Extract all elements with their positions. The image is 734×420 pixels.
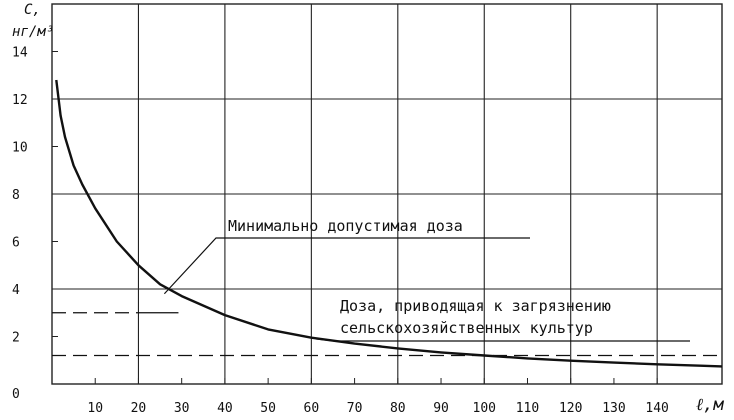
grid (51, 3, 723, 385)
x-tick-label-80: 80 (390, 401, 406, 416)
x-tick-label-30: 30 (174, 401, 190, 416)
y-tick-label-0: 0 (12, 387, 20, 402)
x-tick-label-20: 20 (131, 401, 147, 416)
y-tick-label-2: 2 (12, 331, 20, 346)
x-tick-label-130: 130 (602, 401, 625, 416)
y-axis-label: С, (24, 2, 41, 18)
x-tick-label-60: 60 (304, 401, 320, 416)
annotation-leader-min-dose (163, 237, 530, 295)
y-tick-label-12: 12 (12, 93, 28, 108)
x-tick-label-140: 140 (645, 401, 668, 416)
x-tick-label-90: 90 (433, 401, 449, 416)
y-tick-label-8: 8 (12, 188, 20, 203)
x-axis-label: ℓ,м (696, 395, 724, 415)
x-tick-label-110: 110 (516, 401, 539, 416)
tick-labels: 10 20 30 40 50 60 70 80 90 100 110 120 130 140 0 2 4 6 8 10… (12, 46, 669, 417)
y-tick-label-6: 6 (12, 236, 20, 251)
x-tick-label-120: 120 (559, 401, 582, 416)
annotations: Минимально допустимая доза Доза, приводя… (138, 217, 690, 342)
annotation-leader-crop-dose (315, 338, 690, 342)
y-tick-label-14: 14 (12, 46, 28, 61)
x-tick-label-40: 40 (217, 401, 233, 416)
annotation-min-dose: Минимально допустимая доза (228, 217, 463, 235)
y-tick-label-4: 4 (12, 283, 20, 298)
series-line-1 (55, 79, 723, 368)
x-tick-label-50: 50 (260, 401, 276, 416)
annotation-crop-dose-line1: Доза, приводящая к загрязнению (340, 297, 611, 315)
annotation-crop-dose-line2: сельскохозяйственных культур (340, 319, 593, 337)
x-tick-label-70: 70 (347, 401, 363, 416)
reference-lines (52, 312, 722, 357)
x-tick-label-100: 100 (473, 401, 496, 416)
y-axis-unit: нг/м³ (12, 24, 54, 40)
y-tick-label-10: 10 (12, 141, 28, 156)
x-tick-label-10: 10 (87, 401, 103, 416)
series (55, 79, 723, 368)
